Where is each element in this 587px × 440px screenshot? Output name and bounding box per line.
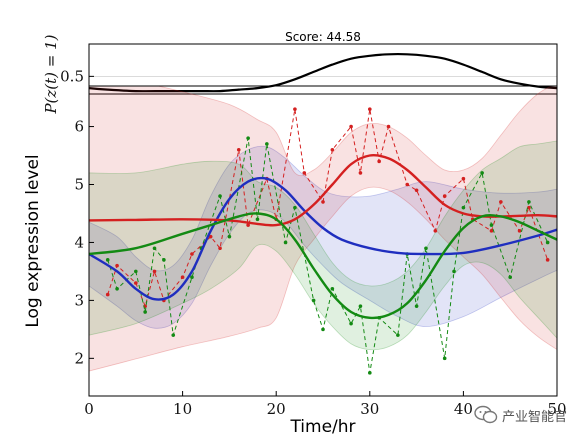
observation-point xyxy=(180,275,185,280)
observation-point xyxy=(190,275,194,280)
observation-point xyxy=(218,246,222,251)
main-panel-yticks: 2 3 4 5 6 xyxy=(74,118,94,367)
observation-point xyxy=(545,240,550,245)
ytick-label: 2 xyxy=(74,349,84,367)
observation-point xyxy=(368,107,372,111)
top-panel-ylabel: P(z(t) = 1) xyxy=(42,34,60,114)
xtick-label: 40 xyxy=(454,400,473,418)
top-panel-title: Score: 44.58 xyxy=(285,30,361,44)
observation-point xyxy=(134,281,138,285)
wechat-icon xyxy=(474,405,498,424)
observation-point xyxy=(246,136,250,140)
observation-line-0 xyxy=(107,109,549,308)
observation-point xyxy=(480,171,484,175)
observation-point xyxy=(105,292,110,297)
observation-point xyxy=(358,304,363,308)
observation-point xyxy=(190,252,194,256)
observation-point xyxy=(489,229,494,233)
y-axis-label: Log expression level xyxy=(23,154,43,327)
xtick-label: 0 xyxy=(84,400,94,418)
main-panel-xticks: 0 10 20 30 40 50 xyxy=(84,391,567,418)
observation-point xyxy=(349,321,353,326)
observation-point xyxy=(134,269,138,274)
observation-point xyxy=(246,223,250,227)
top-ytick-label: 0.5 xyxy=(60,67,84,85)
observation-point xyxy=(330,147,335,152)
observation-point xyxy=(293,205,297,210)
watermark: 产业智能官 xyxy=(474,402,586,428)
observation-point xyxy=(208,234,213,239)
observation-point xyxy=(386,124,391,129)
observation-point xyxy=(405,182,410,187)
observation-point xyxy=(452,269,456,274)
observation-point xyxy=(368,371,372,375)
confidence-band-1 xyxy=(89,86,557,372)
observation-point xyxy=(499,200,503,204)
observation-point xyxy=(115,287,119,291)
observation-point xyxy=(424,246,428,251)
observation-point xyxy=(171,333,176,337)
observation-point xyxy=(396,333,400,337)
main-panel-plot xyxy=(89,86,557,375)
observation-point xyxy=(218,194,222,198)
observation-point xyxy=(321,327,325,332)
confidence-band-2 xyxy=(89,140,557,351)
observation-point xyxy=(152,269,157,274)
observation-point xyxy=(162,258,166,262)
top-panel-yticks: 0.5 xyxy=(60,67,94,85)
observation-point xyxy=(293,107,297,111)
xtick-label: 30 xyxy=(360,400,379,418)
top-panel: Score: 44.58 0.5 P(z(t) = 1) xyxy=(42,30,558,115)
observation-point xyxy=(461,205,466,210)
top-panel-frame xyxy=(88,43,558,95)
ytick-label: 5 xyxy=(74,176,84,194)
observation-point xyxy=(442,356,447,361)
observation-point xyxy=(236,147,241,152)
xtick-label: 20 xyxy=(267,400,286,418)
observation-point xyxy=(105,258,110,262)
observation-point xyxy=(143,310,147,314)
observation-point xyxy=(433,229,438,233)
observation-point xyxy=(461,176,466,181)
observation-point xyxy=(311,298,316,303)
ytick-label: 3 xyxy=(74,291,84,309)
x-axis-label: Time/hr xyxy=(289,417,355,437)
observation-point xyxy=(115,263,119,268)
confidence-band-0 xyxy=(89,145,557,329)
observation-point xyxy=(545,258,550,262)
main-panel: 0 10 20 30 40 50 2 3 4 5 6 Time/hr Log expression… xyxy=(23,85,567,437)
watermark-text: 产业智能官 xyxy=(502,409,568,425)
observation-point xyxy=(302,171,307,175)
observation-point xyxy=(152,246,157,251)
main-panel-frame xyxy=(88,85,558,397)
mean-line-2 xyxy=(89,212,557,320)
observation-point xyxy=(255,217,260,222)
observation-point xyxy=(414,304,419,308)
observation-point xyxy=(377,159,381,164)
mean-line-0 xyxy=(89,176,557,301)
observation-point xyxy=(517,229,522,233)
y-axis-label-group: Log expression level xyxy=(23,154,43,327)
top-panel-ylabel-text: P(z(t) = 1) xyxy=(42,34,60,114)
observation-point xyxy=(358,171,363,175)
top-series-line-0 xyxy=(89,52,557,93)
observation-point xyxy=(508,275,512,280)
xtick-label: 10 xyxy=(173,400,192,418)
observation-point xyxy=(527,205,531,210)
xtick-label: 50 xyxy=(547,400,566,418)
observation-point xyxy=(265,142,269,146)
observation-point xyxy=(489,223,494,227)
observation-point xyxy=(527,200,531,204)
observation-point xyxy=(414,188,419,193)
observation-point xyxy=(321,200,325,204)
observation-point xyxy=(349,124,353,129)
observation-point xyxy=(442,194,447,198)
ytick-label: 6 xyxy=(74,118,84,136)
ytick-label: 4 xyxy=(74,233,84,251)
observation-point xyxy=(330,287,335,291)
observation-point xyxy=(227,234,232,239)
top-panel-plot xyxy=(89,52,557,93)
observation-point xyxy=(283,240,288,245)
